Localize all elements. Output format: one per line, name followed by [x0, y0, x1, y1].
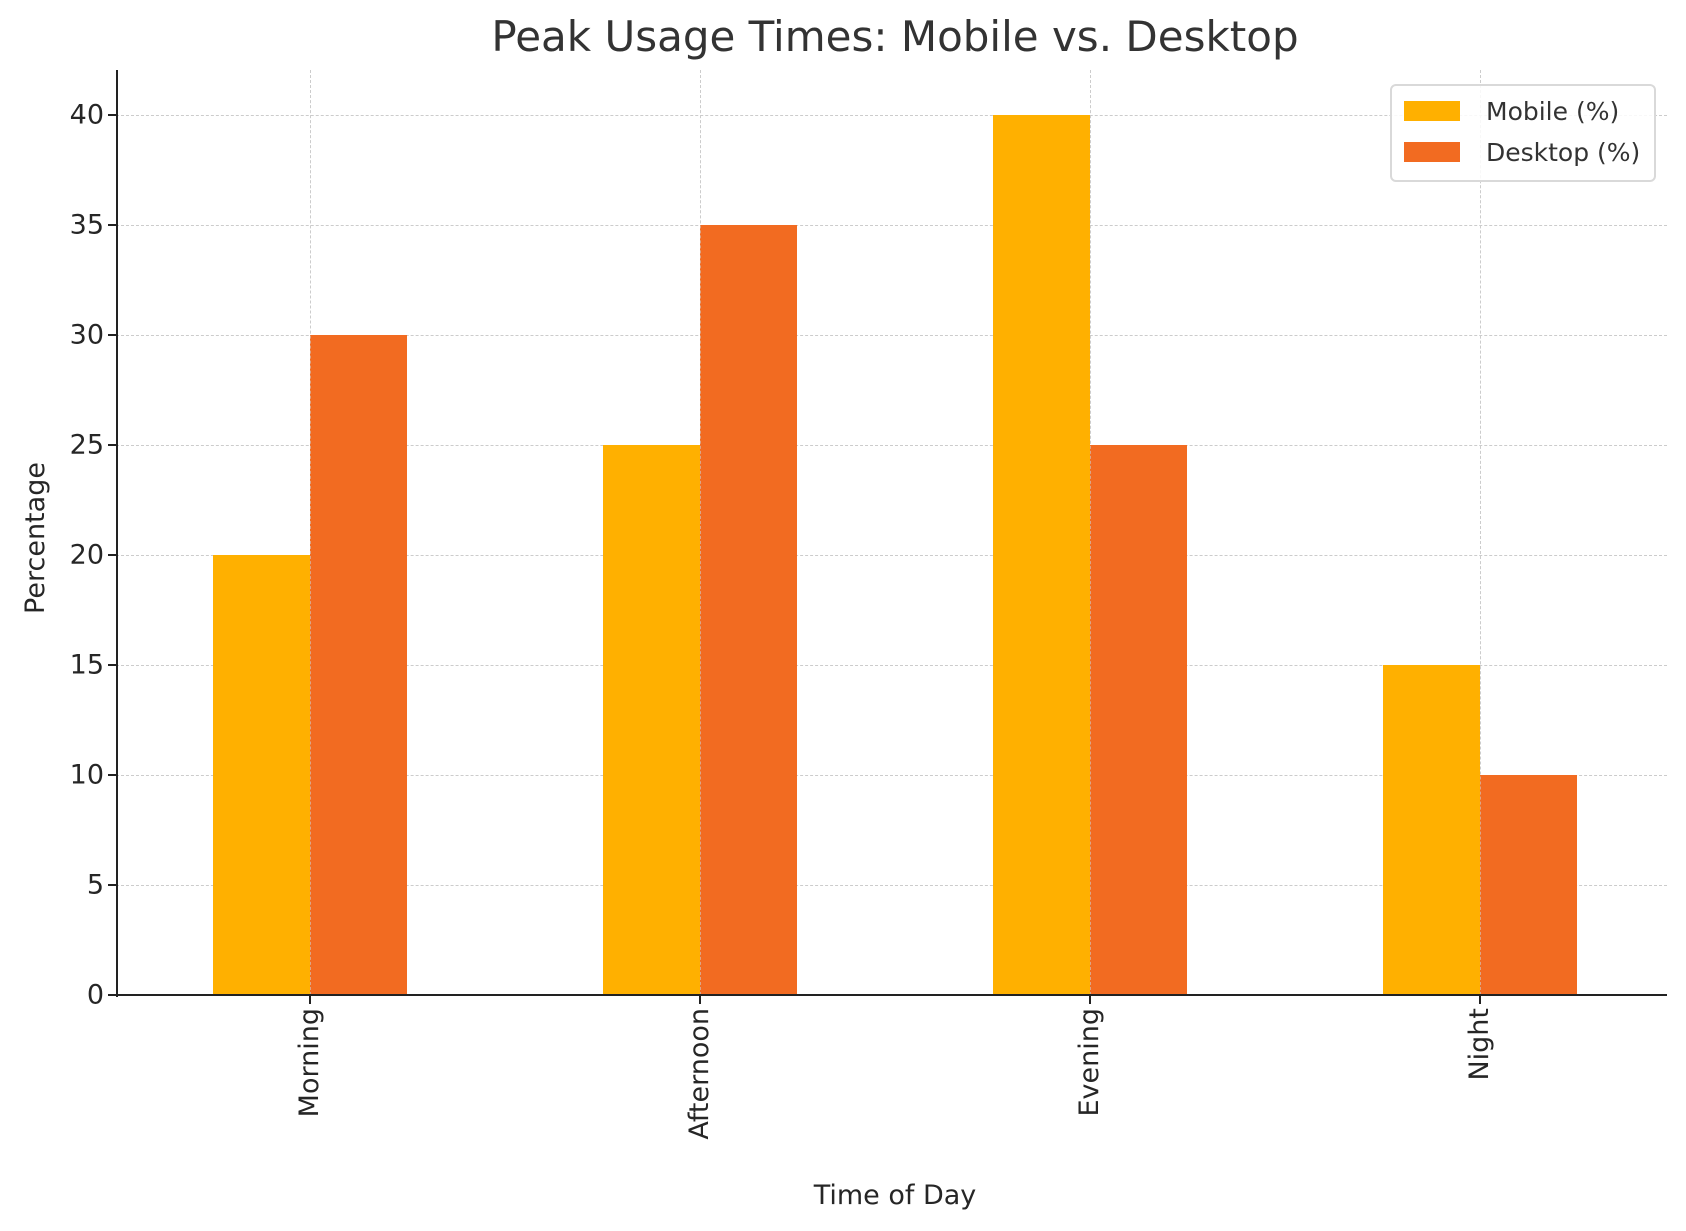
y-axis-line [116, 70, 118, 997]
x-tick-label-night: Night [1464, 1008, 1495, 1081]
legend-label-desktop: Desktop (%) [1486, 137, 1641, 167]
x-axis-line [116, 994, 1667, 996]
grid-line-horizontal [116, 445, 1667, 446]
legend: Mobile (%) Desktop (%) [1390, 84, 1656, 182]
y-tick-mark [108, 114, 116, 116]
x-tick-mark [1089, 996, 1091, 1004]
y-tick-label: 0 [86, 979, 104, 1011]
y-tick-label: 25 [69, 429, 104, 461]
grid-line-horizontal [116, 115, 1667, 116]
y-tick-label: 35 [69, 209, 104, 241]
y-tick-label: 10 [69, 759, 104, 791]
grid-line-horizontal [116, 335, 1667, 336]
grid-line-horizontal [116, 555, 1667, 556]
legend-item-mobile: Mobile (%) [1404, 96, 1620, 126]
y-tick-label: 5 [86, 869, 104, 901]
chart-title: Peak Usage Times: Mobile vs. Desktop [491, 12, 1299, 61]
bar-night-mobile [1383, 665, 1480, 995]
grid-line-horizontal [116, 775, 1667, 776]
legend-label-mobile: Mobile (%) [1486, 96, 1620, 126]
grid-line-vertical-overlay [1090, 70, 1091, 995]
y-tick-mark [108, 334, 116, 336]
y-tick-label: 40 [69, 99, 104, 131]
x-tick-mark [1479, 996, 1481, 1004]
bar-evening-desktop [1090, 445, 1187, 995]
bar-night-desktop [1480, 775, 1577, 995]
x-tick-label-afternoon: Afternoon [684, 1008, 715, 1140]
y-tick-label: 30 [69, 319, 104, 351]
grid-line-horizontal [116, 225, 1667, 226]
grid-line-vertical-overlay [700, 70, 701, 995]
bar-afternoon-desktop [700, 225, 797, 995]
bar-afternoon-mobile [603, 445, 700, 995]
y-tick-mark [108, 444, 116, 446]
y-tick-mark [108, 224, 116, 226]
legend-swatch-mobile [1404, 101, 1460, 121]
y-tick-mark [108, 554, 116, 556]
x-axis-label: Time of Day [813, 1180, 977, 1211]
bar-evening-mobile [993, 115, 1090, 995]
y-axis-label: Percentage [20, 462, 51, 614]
y-tick-mark [108, 884, 116, 886]
x-tick-label-evening: Evening [1074, 1008, 1105, 1117]
y-tick-mark [108, 664, 116, 666]
grid-line-horizontal [116, 665, 1667, 666]
plot-area [116, 70, 1667, 995]
x-tick-label-morning: Morning [294, 1008, 325, 1118]
y-tick-mark [108, 774, 116, 776]
grid-line-vertical-overlay [310, 70, 311, 995]
y-tick-mark [108, 994, 116, 996]
y-tick-label: 15 [69, 649, 104, 681]
bar-morning-desktop [310, 335, 407, 995]
legend-item-desktop: Desktop (%) [1404, 137, 1641, 167]
grid-line-horizontal [116, 885, 1667, 886]
y-tick-label: 20 [69, 539, 104, 571]
legend-swatch-desktop [1404, 142, 1460, 162]
x-tick-mark [309, 996, 311, 1004]
bar-morning-mobile [213, 555, 310, 995]
grid-line-vertical-overlay [1480, 70, 1481, 995]
x-tick-mark [699, 996, 701, 1004]
